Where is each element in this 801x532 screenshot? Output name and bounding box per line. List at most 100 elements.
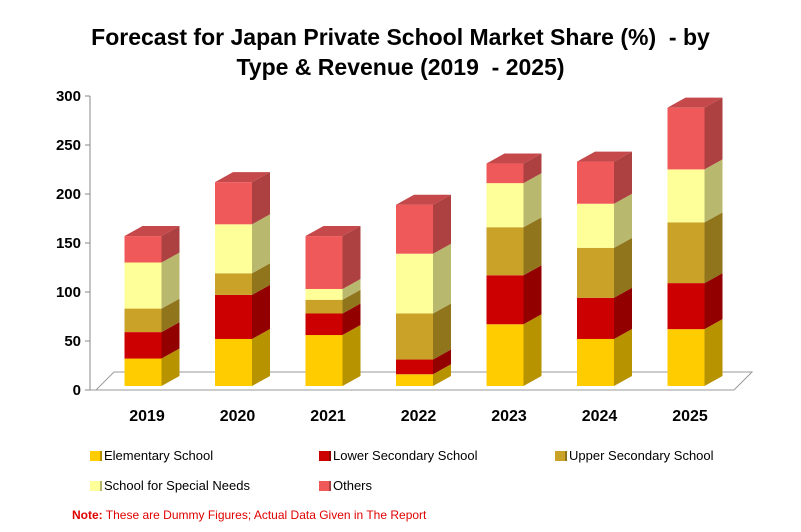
- bar-front-face: [396, 253, 433, 314]
- legend-item: Upper Secondary School: [555, 448, 714, 463]
- bar-segment-school-for-special-needs: [577, 193, 632, 248]
- bar-front-face: [305, 313, 343, 336]
- bar-segment-lower-secondary-school: [124, 322, 180, 359]
- bar-front-face: [305, 335, 343, 386]
- bar-front-face: [305, 236, 343, 289]
- legend-label: Others: [333, 478, 373, 493]
- bar-segment-school-for-special-needs: [124, 252, 180, 309]
- x-tick-label: 2025: [672, 408, 708, 425]
- y-tick-label: 100: [56, 284, 81, 301]
- bar-segment-lower-secondary-school: [486, 265, 542, 325]
- bar-front-face: [396, 204, 433, 254]
- bar-segment-upper-secondary-school: [486, 217, 542, 276]
- bar-side-face: [704, 273, 723, 330]
- legend-item: Lower Secondary School: [319, 448, 478, 463]
- bar-top-face: [124, 226, 180, 237]
- bar-front-face: [577, 203, 614, 248]
- bar-front-face: [124, 358, 162, 386]
- y-tick-label: 250: [56, 137, 81, 154]
- bar-segment-elementary-school: [667, 319, 723, 386]
- bar-segment-others: [215, 172, 270, 225]
- chart-title: Forecast for Japan Private School Market…: [0, 22, 801, 82]
- bar-front-face: [396, 359, 433, 375]
- bar-segment-upper-secondary-school: [305, 289, 361, 314]
- bar-side-face: [433, 349, 451, 375]
- bar-segment-elementary-school: [396, 364, 451, 386]
- y-tick-label: 150: [56, 235, 81, 252]
- note: Note: These are Dummy Figures; Actual Da…: [72, 508, 426, 522]
- bar-front-face: [667, 329, 705, 386]
- legend-swatch: [90, 480, 100, 491]
- y-tick-label: 0: [73, 382, 81, 399]
- bar-front-face: [215, 338, 252, 386]
- legend-item: Others: [319, 478, 372, 493]
- bar-segment-school-for-special-needs: [305, 278, 361, 300]
- bar-segment-elementary-school: [486, 314, 542, 386]
- bar-top-face: [215, 172, 270, 183]
- bar-side-face: [252, 263, 270, 295]
- bar-side-face: [252, 328, 270, 386]
- bar-side-face: [342, 278, 361, 300]
- bar-segment-lower-secondary-school: [215, 284, 270, 339]
- bar-side-face: [704, 97, 723, 170]
- legend-label: Upper Secondary School: [569, 448, 714, 463]
- bar-side-face: [161, 298, 180, 333]
- bar-front-face: [577, 297, 614, 339]
- bar-stack-2023: [486, 153, 542, 386]
- bar-front-face: [215, 182, 252, 225]
- bar-front-face: [486, 324, 524, 386]
- bar-side-face: [704, 212, 723, 284]
- bar-side-face: [614, 151, 632, 204]
- bar-segment-upper-secondary-school: [667, 212, 723, 284]
- bar-stack-2022: [396, 194, 451, 386]
- bar-front-face: [577, 338, 614, 386]
- bar-top-face: [305, 226, 361, 237]
- x-tick-label: 2019: [129, 408, 165, 425]
- bar-front-face: [667, 169, 705, 223]
- bar-front-face: [667, 107, 705, 170]
- bar-segment-elementary-school: [124, 348, 180, 386]
- bar-stack-2020: [215, 172, 270, 386]
- bar-segment-lower-secondary-school: [577, 287, 632, 339]
- bar-top-face: [396, 194, 451, 205]
- bar-top-face: [577, 151, 632, 162]
- bar-front-face: [577, 247, 614, 298]
- bar-front-face: [486, 227, 524, 276]
- bar-side-face: [614, 237, 632, 298]
- y-tick-label: 200: [56, 186, 81, 203]
- bar-front-face: [124, 308, 162, 333]
- bar-front-face: [486, 163, 524, 184]
- x-tick-label: 2024: [582, 408, 618, 425]
- note-label: Note:: [72, 508, 103, 522]
- bar-side-face: [342, 325, 361, 386]
- bar-segment-lower-secondary-school: [667, 273, 723, 330]
- bar-front-face: [124, 332, 162, 359]
- x-tick-label: 2021: [310, 408, 346, 425]
- y-tick-label: 300: [56, 88, 81, 105]
- bar-segment-lower-secondary-school: [396, 349, 451, 375]
- chart-title-line-2: Type & Revenue (2019 - 2025): [236, 54, 565, 80]
- x-tick-label: 2020: [220, 408, 256, 425]
- bar-side-face: [252, 214, 270, 274]
- legend-label: School for Special Needs: [104, 478, 250, 493]
- bar-side-face: [342, 303, 361, 336]
- legend-label: Elementary School: [104, 448, 214, 463]
- bar-front-face: [396, 374, 433, 386]
- bar-segment-elementary-school: [215, 328, 270, 386]
- bar-segment-school-for-special-needs: [667, 159, 723, 223]
- bar-segment-others: [486, 153, 542, 184]
- legend-swatch: [555, 450, 565, 461]
- bar-segment-others: [396, 194, 451, 254]
- bar-side-face: [433, 303, 451, 360]
- bar-side-face: [161, 226, 180, 263]
- bar-top-face: [667, 97, 723, 108]
- bar-side-face: [433, 194, 451, 254]
- bar-side-face: [614, 328, 632, 386]
- bar-top-face: [486, 153, 542, 164]
- bar-segment-lower-secondary-school: [305, 303, 361, 336]
- bar-front-face: [305, 299, 343, 314]
- bar-side-face: [161, 322, 180, 359]
- bar-side-face: [523, 153, 542, 184]
- legend-item: School for Special Needs: [90, 478, 250, 493]
- stacked-bar-chart: 0 50 100 150 200 250 300 2019 2020 2021 2022 2023 20…: [56, 88, 754, 425]
